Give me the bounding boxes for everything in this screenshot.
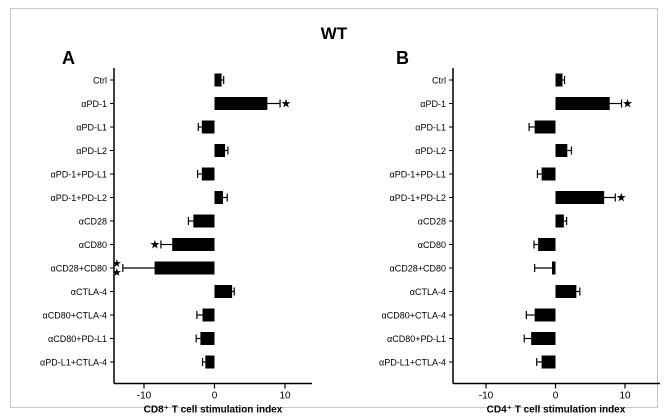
category-label: αPD-1+PD-L2: [51, 193, 107, 203]
bar: [555, 191, 605, 204]
bar: [205, 355, 215, 369]
significance-star: ★: [616, 191, 627, 205]
category-label: αPD-1: [81, 99, 107, 109]
bar: [534, 308, 556, 322]
category-label: αCTLA-4: [410, 287, 446, 297]
significance-star: ★: [150, 238, 161, 252]
x-tick-label: 10: [279, 391, 291, 402]
bar: [534, 120, 556, 134]
bar: [555, 144, 568, 157]
category-label: αPD-L1+CTLA-4: [40, 358, 107, 368]
category-label: Ctrl: [432, 76, 446, 86]
x-axis-label: CD8⁺ T cell stimulation index: [144, 405, 283, 416]
category-label: αPD-L2: [415, 146, 446, 156]
figure-title: WT: [320, 24, 348, 43]
bar: [552, 261, 556, 275]
bar: [531, 332, 556, 345]
bar: [201, 120, 215, 134]
category-label: αCD80+CTLA-4: [43, 311, 107, 321]
category-label: αPD-1+PD-L1: [51, 170, 107, 180]
significance-star: ★: [281, 97, 292, 111]
category-label: αCD80: [418, 240, 446, 250]
bar: [555, 73, 563, 87]
bar: [214, 97, 268, 110]
category-label: αCD80+PD-L1: [48, 334, 107, 344]
panel-letter-a: A: [62, 48, 75, 68]
category-label: αCD28+CD80: [390, 264, 446, 274]
bar: [214, 191, 223, 204]
bar: [201, 167, 215, 181]
category-label: αPD-L1+CTLA-4: [379, 358, 446, 368]
category-label: Ctrl: [93, 76, 107, 86]
bar: [555, 97, 610, 110]
category-label: αCD80: [79, 240, 107, 250]
bar: [202, 308, 215, 322]
significance-star: ★: [622, 97, 633, 111]
bar: [555, 285, 577, 298]
category-label: αCD28: [79, 217, 107, 227]
bar: [214, 73, 222, 87]
category-label: αPD-L1: [415, 123, 446, 133]
category-label: αCD80+PD-L1: [387, 334, 446, 344]
bar: [154, 261, 215, 275]
category-label: αPD-1+PD-L1: [390, 170, 446, 180]
bar: [200, 332, 215, 345]
x-tick-label: 0: [212, 391, 218, 402]
bar: [538, 238, 556, 251]
x-tick-label: -10: [137, 391, 152, 402]
category-label: αCD80+CTLA-4: [382, 311, 446, 321]
bar: [555, 214, 564, 228]
bar: [541, 167, 556, 181]
bar: [193, 214, 215, 228]
bar: [214, 285, 233, 298]
category-label: αPD-1+PD-L2: [390, 193, 446, 203]
significance-star: ★: [112, 267, 122, 279]
category-label: αPD-L1: [76, 123, 107, 133]
bar: [541, 355, 556, 369]
category-label: αCD28: [418, 217, 446, 227]
bar: [172, 238, 215, 251]
x-tick-label: 10: [619, 391, 631, 402]
bar: [214, 144, 226, 157]
x-axis-label: CD4⁺ T cell stimulation index: [487, 405, 626, 416]
panel-letter-b: B: [396, 48, 409, 68]
x-tick-label: 0: [553, 391, 559, 402]
significance-star: ★: [112, 258, 122, 270]
x-tick-label: -10: [479, 391, 494, 402]
category-label: αCD28+CD80: [51, 264, 107, 274]
category-label: αPD-L2: [76, 146, 107, 156]
category-label: αCTLA-4: [71, 287, 107, 297]
category-label: αPD-1: [420, 99, 446, 109]
